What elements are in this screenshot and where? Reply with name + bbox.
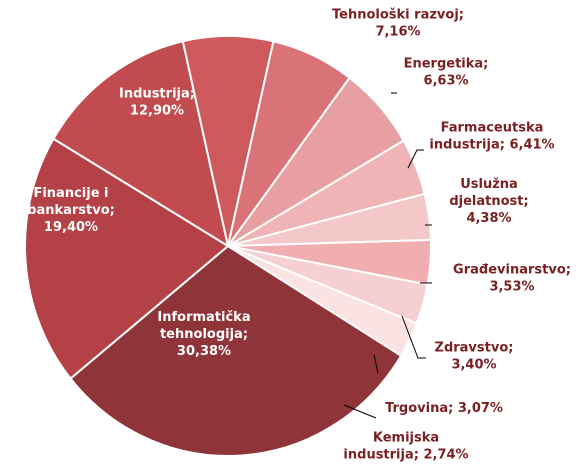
- data-label-line: bankarstvo;: [27, 203, 115, 218]
- data-label-line: 12,90%: [130, 104, 184, 119]
- data-label-line: Financije i: [33, 186, 108, 201]
- data-label-line: Informatička: [157, 310, 250, 325]
- data-label-1: Informatička tehnologija; 30,38%: [157, 310, 250, 359]
- data-label-line: 3,40%: [451, 358, 496, 373]
- data-labels: Informatička tehnologija; 30,38% Financije …: [27, 8, 571, 463]
- data-label-line: 4,38%: [466, 211, 511, 226]
- pie-slice-3: [52, 40, 230, 249]
- data-label-line: industrija; 2,74%: [343, 448, 468, 463]
- data-label-2: Financije i bankarstvo; 19,40%: [27, 186, 115, 235]
- data-label-line: 7,16%: [375, 25, 420, 40]
- data-label-line: 3,53%: [489, 280, 534, 295]
- leader-lines: [343, 92, 432, 419]
- data-label-line: Građevinarstvo;: [453, 263, 571, 278]
- data-label-line: Kemijska: [373, 431, 439, 446]
- data-label-line: 30,38%: [177, 344, 231, 359]
- pie-slices: [24, 35, 432, 457]
- data-label-line: industrija; 6,41%: [429, 138, 554, 153]
- data-label-11: Kemijska industrija; 2,74%: [343, 431, 468, 463]
- data-label-8: Građevinarstvo; 3,53%: [453, 263, 571, 295]
- leader-line-9: [401, 315, 426, 359]
- data-label-line: Industrija;: [119, 87, 195, 102]
- data-label-9: Zdravstvo; 3,40%: [435, 341, 514, 373]
- pie-slice-11: [227, 245, 418, 358]
- data-label-3: Industrija; 12,90%: [119, 87, 195, 119]
- data-label-4: Tehnološki razvoj; 7,16%: [332, 8, 464, 40]
- data-label-line: 19,40%: [44, 220, 98, 235]
- data-label-line: Zdravstvo;: [435, 341, 514, 356]
- data-label-10: Trgovina; 3,07%: [385, 401, 503, 416]
- data-label-line: Farmaceutska: [441, 121, 544, 136]
- data-label-line: 6,63%: [423, 74, 468, 89]
- data-label-line: Trgovina; 3,07%: [385, 401, 503, 416]
- data-label-line: Uslužna: [460, 177, 518, 192]
- leader-line-10: [373, 354, 379, 374]
- pie-slice-2: [24, 137, 230, 380]
- leader-line-11: [343, 404, 377, 419]
- data-label-line: Energetika;: [404, 57, 489, 72]
- data-label-5: Energetika; 6,63%: [404, 57, 489, 89]
- leader-line-6: [407, 149, 424, 169]
- data-label-line: djelatnost;: [449, 194, 528, 209]
- data-label-line: Tehnološki razvoj;: [332, 8, 464, 23]
- pie-slice-1: [69, 244, 403, 457]
- data-label-6: Farmaceutska industrija; 6,41%: [429, 121, 554, 153]
- data-label-7: Uslužna djelatnost; 4,38%: [449, 177, 528, 226]
- data-label-line: tehnologija;: [160, 327, 248, 342]
